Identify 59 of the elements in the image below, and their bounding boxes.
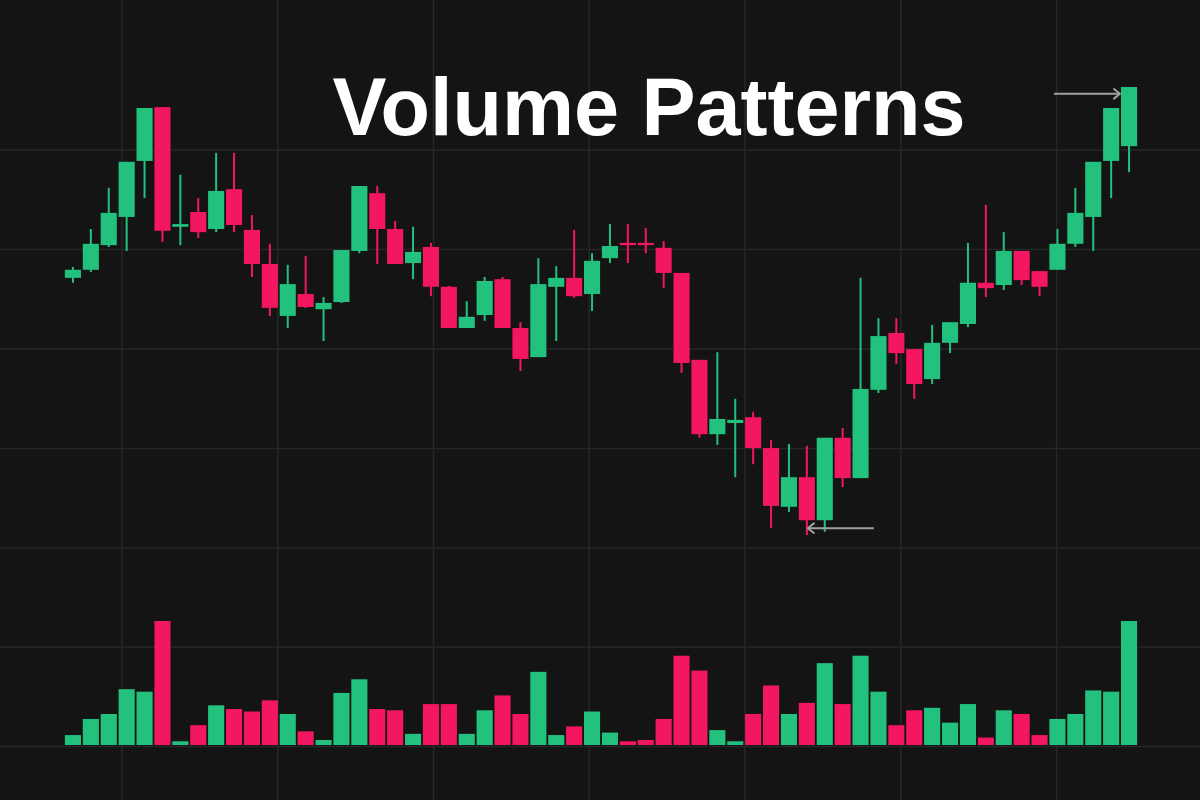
bar [619, 741, 636, 745]
candlestick [942, 321, 959, 355]
bar [584, 711, 601, 745]
bar [458, 733, 475, 745]
chart-title: Volume Patterns [332, 62, 966, 152]
bar [261, 700, 278, 745]
bar [548, 735, 565, 745]
bar [888, 725, 905, 745]
candlestick [888, 317, 905, 365]
candlestick [190, 197, 207, 239]
bar [601, 732, 619, 745]
bar [422, 704, 440, 745]
bar [226, 709, 243, 745]
candlestick [727, 397, 744, 479]
bar [727, 741, 744, 745]
bar [1120, 621, 1138, 745]
bar [476, 710, 493, 745]
bar [208, 705, 225, 745]
bar [798, 702, 815, 745]
candlestick [458, 300, 475, 330]
bar [834, 704, 851, 745]
bar [942, 722, 959, 745]
bar [100, 714, 117, 745]
candlestick [172, 173, 189, 247]
bar [190, 725, 207, 745]
bar [405, 733, 422, 745]
bar [387, 710, 404, 745]
bar [1085, 690, 1102, 745]
candlestick [977, 203, 994, 299]
bar [279, 714, 296, 745]
bar [995, 710, 1012, 745]
bar [780, 714, 798, 745]
bar [243, 711, 261, 745]
candlestick [548, 265, 565, 343]
bar [64, 735, 82, 745]
candlestick [566, 228, 583, 300]
bar [763, 685, 780, 745]
bar [440, 704, 457, 745]
bar [977, 737, 994, 745]
bar [924, 707, 941, 745]
candlestick [405, 225, 422, 281]
bar [745, 714, 762, 745]
bar [297, 731, 314, 745]
bar [906, 710, 923, 745]
bar [959, 704, 977, 745]
bar [530, 671, 547, 745]
candlestick [709, 351, 726, 446]
bar [369, 709, 386, 745]
bar [154, 621, 171, 745]
bar [709, 730, 726, 745]
bar [172, 741, 189, 745]
bar [566, 726, 583, 745]
candlestick [315, 296, 332, 343]
bar [816, 663, 833, 745]
candlestick [601, 223, 619, 265]
candlestick [297, 254, 314, 309]
bar [82, 718, 99, 745]
bar [637, 740, 654, 745]
bar [1103, 691, 1120, 745]
